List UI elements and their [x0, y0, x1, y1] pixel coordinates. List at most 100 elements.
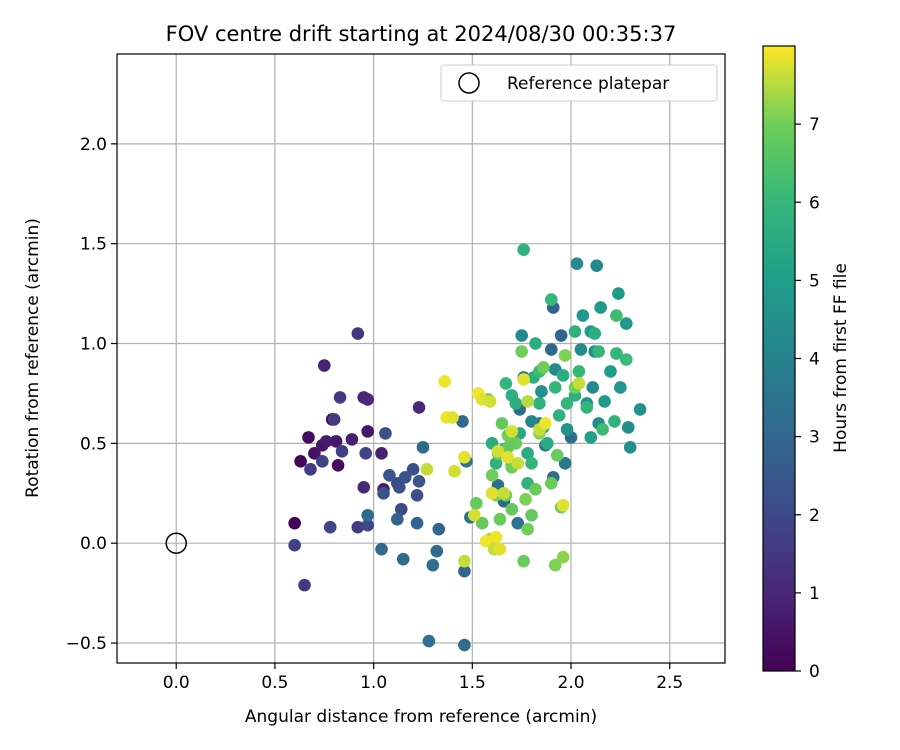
- data-point: [298, 578, 311, 592]
- data-point: [511, 457, 525, 470]
- data-point: [556, 550, 570, 564]
- data-point: [572, 365, 586, 378]
- data-point: [432, 522, 446, 536]
- data-point: [426, 558, 440, 572]
- data-point: [576, 309, 590, 322]
- data-point: [529, 482, 542, 496]
- legend-box: [440, 64, 718, 102]
- data-point: [552, 409, 566, 422]
- data-point: [351, 520, 365, 534]
- data-point: [570, 257, 584, 270]
- colorbar-tick-label: 0: [809, 662, 820, 682]
- data-point: [315, 455, 329, 468]
- data-point: [584, 431, 598, 444]
- data-point: [351, 327, 365, 340]
- colorbar-tick-label: 1: [809, 584, 820, 604]
- chart-title: FOV centre drift starting at 2024/08/30 …: [166, 22, 677, 46]
- data-point: [379, 427, 392, 440]
- data-point: [598, 395, 611, 408]
- legend-marker-icon: [458, 72, 480, 94]
- x-tick-label: 2.0: [558, 673, 585, 693]
- colorbar-tick-label: 4: [809, 350, 820, 370]
- data-point: [497, 486, 511, 500]
- data-point: [361, 393, 375, 406]
- data-point: [580, 401, 594, 414]
- data-point: [533, 397, 546, 410]
- data-point: [377, 486, 390, 500]
- data-point: [458, 564, 471, 578]
- data-point: [517, 373, 530, 386]
- data-point: [479, 534, 493, 548]
- y-tick-label: −0.5: [66, 634, 107, 654]
- data-point: [319, 435, 333, 448]
- data-point: [483, 395, 497, 408]
- data-point: [406, 463, 420, 476]
- data-point: [612, 287, 625, 300]
- x-tick-label: 1.5: [459, 673, 486, 693]
- colorbar-gradient: [762, 45, 796, 672]
- data-point: [525, 415, 538, 428]
- data-point: [412, 474, 426, 488]
- data-point: [505, 502, 519, 516]
- colorbar: 0 1 2 3 4 5 6 7 Hours from first FF file: [762, 45, 851, 682]
- data-point: [556, 498, 570, 512]
- data-point: [558, 457, 572, 470]
- data-point: [621, 421, 635, 434]
- data-point: [361, 518, 375, 532]
- data-point: [422, 634, 436, 648]
- data-point: [327, 413, 341, 426]
- x-axis-label: Angular distance from reference (arcmin): [245, 707, 597, 727]
- data-point: [535, 385, 548, 398]
- data-point: [375, 542, 388, 556]
- x-tick-label: 0.0: [163, 673, 190, 693]
- y-tick-label: 2.0: [80, 135, 107, 155]
- data-point: [556, 369, 570, 382]
- data-point: [308, 447, 321, 460]
- colorbar-label: Hours from first FF file: [831, 263, 851, 453]
- data-point: [438, 375, 451, 388]
- data-point: [525, 457, 538, 470]
- data-point: [391, 512, 404, 526]
- data-point: [446, 411, 459, 424]
- data-point: [394, 502, 408, 516]
- data-point: [515, 329, 528, 342]
- data-point: [335, 445, 349, 458]
- data-point: [511, 516, 525, 530]
- data-point: [619, 353, 633, 366]
- data-point: [501, 441, 515, 454]
- data-point: [560, 423, 574, 436]
- x-tick-label: 0.5: [261, 673, 288, 693]
- data-point: [323, 520, 337, 534]
- data-point: [469, 496, 483, 510]
- data-point: [288, 538, 301, 552]
- data-point: [548, 381, 562, 394]
- data-point: [420, 463, 434, 476]
- data-point: [594, 301, 607, 314]
- data-point: [517, 554, 530, 568]
- plot-frame: [116, 53, 726, 664]
- data-point: [623, 441, 637, 454]
- data-point: [501, 451, 515, 464]
- y-axis-label: Rotation from reference (arcmin): [23, 218, 43, 498]
- data-point: [588, 327, 602, 340]
- legend: Reference platepar: [440, 64, 718, 102]
- data-point: [359, 447, 373, 460]
- data-point: [521, 447, 534, 460]
- data-point: [519, 492, 532, 506]
- data-point: [458, 451, 471, 464]
- data-point: [590, 259, 603, 272]
- colorbar-tick-label: 6: [809, 193, 820, 213]
- data-point: [505, 425, 519, 438]
- data-point: [398, 471, 412, 484]
- data-point: [537, 361, 550, 374]
- data-point: [560, 397, 574, 410]
- data-point: [489, 457, 503, 470]
- data-point: [521, 522, 534, 536]
- data-point: [574, 343, 588, 356]
- y-axis-ticks: −0.5 0.0 0.5 1.0 1.5 2.0: [66, 135, 117, 654]
- data-point: [410, 516, 424, 530]
- data-point: [396, 552, 410, 566]
- data-point: [329, 435, 343, 448]
- data-point: [544, 293, 558, 306]
